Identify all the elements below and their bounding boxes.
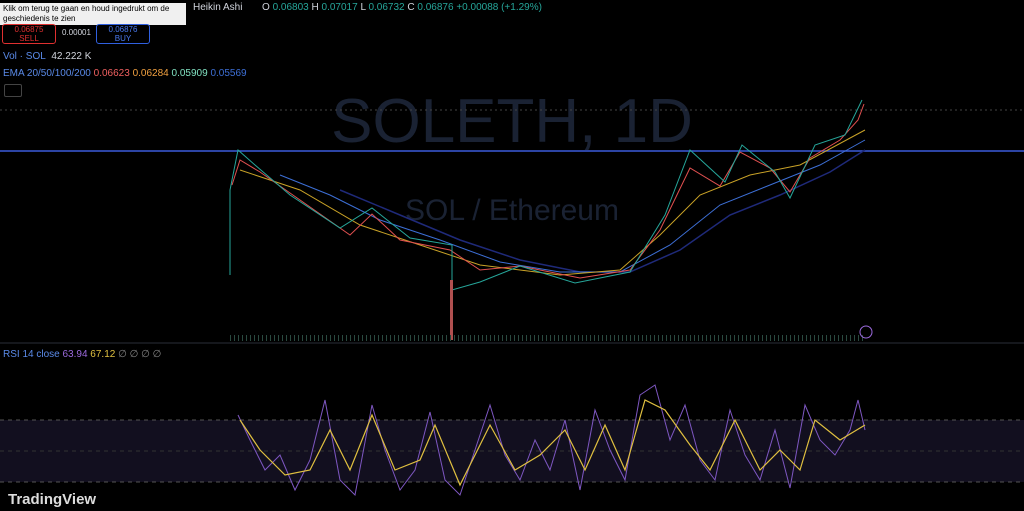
ohlc-row: O 0.06803 H 0.07017 L 0.06732 C 0.06876 … bbox=[262, 2, 542, 13]
sell-button[interactable]: 0.06875 SELL bbox=[2, 24, 56, 44]
price-series bbox=[231, 103, 865, 279]
rsi-line bbox=[237, 384, 866, 497]
watermark-title: SOLETH, 1D bbox=[331, 87, 693, 156]
sell-price: 0.06875 bbox=[14, 25, 44, 34]
rsi-value: 67.12 bbox=[90, 349, 116, 360]
ema-legend: EMA 20/50/100/200 0.06623 0.06284 0.0590… bbox=[3, 68, 247, 79]
volume-spike bbox=[450, 280, 453, 340]
volume-value: 42.222 K bbox=[51, 51, 92, 62]
ema-value: 0.06623 bbox=[93, 68, 130, 79]
rsi-label: RSI 14 close bbox=[3, 349, 60, 360]
spread: 0.00001 bbox=[62, 28, 91, 37]
ohlc-value: 0.06876 bbox=[417, 2, 454, 13]
volume-legend: Vol · SOL 42.222 K bbox=[3, 51, 91, 62]
buy-button[interactable]: 0.06876 BUY bbox=[96, 24, 150, 44]
chart-style[interactable]: Heikin Ashi bbox=[193, 2, 243, 13]
ohlc-value: 0.07017 bbox=[321, 2, 358, 13]
ema-50 bbox=[239, 129, 866, 276]
ohlc-key: L bbox=[360, 2, 366, 13]
ema-value: 0.06284 bbox=[132, 68, 169, 79]
volume-label: Vol · SOL bbox=[3, 51, 46, 62]
ohlc-key: C bbox=[407, 2, 415, 13]
ema-value: 0.05569 bbox=[210, 68, 247, 79]
rsi-empty: ∅ ∅ ∅ ∅ bbox=[118, 349, 162, 360]
brand[interactable]: TradingView bbox=[8, 491, 97, 508]
change: +0.00088 (+1.29%) bbox=[456, 2, 542, 13]
rsi-legend: RSI 14 close 63.94 67.12 ∅ ∅ ∅ ∅ bbox=[3, 349, 161, 360]
ohlc-value: 0.06803 bbox=[272, 2, 309, 13]
ema-value: 0.05909 bbox=[171, 68, 208, 79]
event-icon[interactable] bbox=[859, 325, 873, 339]
price-wicks bbox=[229, 99, 863, 291]
rsi-ma bbox=[239, 399, 866, 487]
ohlc-key: O bbox=[262, 2, 270, 13]
buy-label: BUY bbox=[114, 34, 132, 43]
rsi-value: 63.94 bbox=[62, 349, 88, 360]
tooltip: Klik om terug te gaan en houd ingedrukt … bbox=[0, 3, 186, 25]
sell-label: SELL bbox=[19, 34, 39, 43]
buy-price: 0.06876 bbox=[108, 25, 138, 34]
collapse-button[interactable] bbox=[4, 84, 22, 97]
ohlc-key: H bbox=[311, 2, 319, 13]
ema-label: EMA 20/50/100/200 bbox=[3, 68, 91, 79]
watermark-subtitle: SOL / Ethereum bbox=[405, 194, 619, 227]
ohlc-value: 0.06732 bbox=[368, 2, 405, 13]
